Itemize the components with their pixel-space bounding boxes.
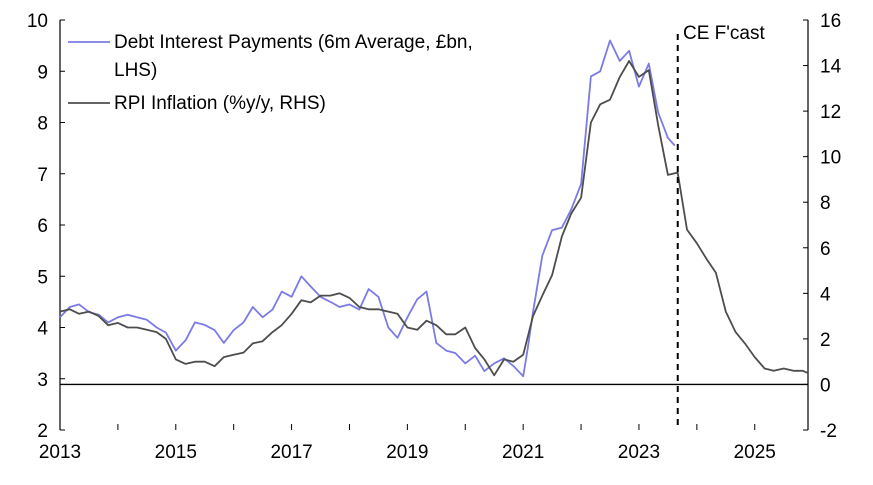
left-tick-label: 2 xyxy=(37,421,48,442)
left-tick-label: 7 xyxy=(37,165,48,186)
x-tick-label: 2023 xyxy=(618,442,660,463)
series-layer xyxy=(59,39,809,378)
series-line-rpi-inflation xyxy=(59,60,809,377)
left-tick-label: 5 xyxy=(37,267,48,288)
right-tick-label: 16 xyxy=(820,11,841,32)
right-tick-label: 0 xyxy=(820,375,831,396)
legend-label-rpi-inflation: RPI Inflation (%y/y, RHS) xyxy=(114,93,326,114)
forecast-label: CE F'cast xyxy=(683,23,765,44)
right-axis: -2 0 2 4 6 8 10 12 14 16 xyxy=(803,11,842,442)
right-tick-label: -2 xyxy=(820,421,837,442)
x-tick-label: 2025 xyxy=(734,442,776,463)
series-line-debt-interest xyxy=(59,39,676,378)
right-tick-label: 14 xyxy=(820,57,842,78)
left-tick-label: 6 xyxy=(37,216,48,237)
right-tick-label: 8 xyxy=(820,193,831,214)
right-tick-label: 2 xyxy=(820,330,831,351)
left-tick-label: 10 xyxy=(27,11,48,32)
right-tick-label: 6 xyxy=(820,239,831,260)
x-tick-label: 2021 xyxy=(502,442,544,463)
legend-label-debt-interest: Debt Interest Payments (6m Average, £bn, xyxy=(114,32,473,53)
x-axis: 2013 2015 2017 2019 2021 2023 2025 xyxy=(39,424,776,463)
left-tick-label: 3 xyxy=(37,370,48,391)
left-tick-label: 4 xyxy=(37,319,48,340)
left-axis: 2 3 4 5 6 7 8 9 10 xyxy=(27,11,65,442)
legend-label-debt-interest-line2: LHS) xyxy=(114,60,157,81)
x-tick-label: 2013 xyxy=(39,442,81,463)
right-tick-label: 10 xyxy=(820,148,841,169)
legend: Debt Interest Payments (6m Average, £bn,… xyxy=(68,32,473,114)
left-tick-label: 8 xyxy=(37,114,48,135)
x-tick-label: 2015 xyxy=(155,442,197,463)
plot-frame xyxy=(59,20,809,430)
x-tick-label: 2017 xyxy=(270,442,312,463)
right-tick-label: 12 xyxy=(820,102,841,123)
x-tick-label: 2019 xyxy=(386,442,428,463)
right-tick-label: 4 xyxy=(820,284,831,305)
left-tick-label: 9 xyxy=(37,62,48,83)
